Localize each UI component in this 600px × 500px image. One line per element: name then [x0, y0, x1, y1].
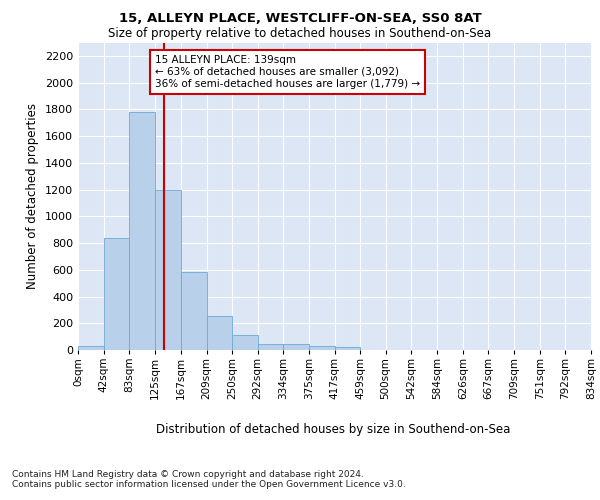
Bar [181, 272, 206, 350]
Text: Contains HM Land Registry data © Crown copyright and database right 2024.
Contai: Contains HM Land Registry data © Crown c… [12, 470, 406, 490]
Bar [206, 316, 232, 350]
Bar [257, 344, 283, 350]
Bar [155, 190, 181, 350]
Bar [232, 334, 257, 350]
Bar [335, 348, 361, 350]
Bar [129, 112, 155, 350]
Y-axis label: Number of detached properties: Number of detached properties [26, 104, 40, 289]
Text: 15, ALLEYN PLACE, WESTCLIFF-ON-SEA, SS0 8AT: 15, ALLEYN PLACE, WESTCLIFF-ON-SEA, SS0 … [119, 12, 481, 26]
Bar [104, 238, 129, 350]
Text: Distribution of detached houses by size in Southend-on-Sea: Distribution of detached houses by size … [156, 422, 510, 436]
Text: Size of property relative to detached houses in Southend-on-Sea: Size of property relative to detached ho… [109, 28, 491, 40]
Bar [308, 346, 335, 350]
Bar [283, 344, 308, 350]
Bar [78, 346, 104, 350]
Text: 15 ALLEYN PLACE: 139sqm
← 63% of detached houses are smaller (3,092)
36% of semi: 15 ALLEYN PLACE: 139sqm ← 63% of detache… [155, 56, 420, 88]
